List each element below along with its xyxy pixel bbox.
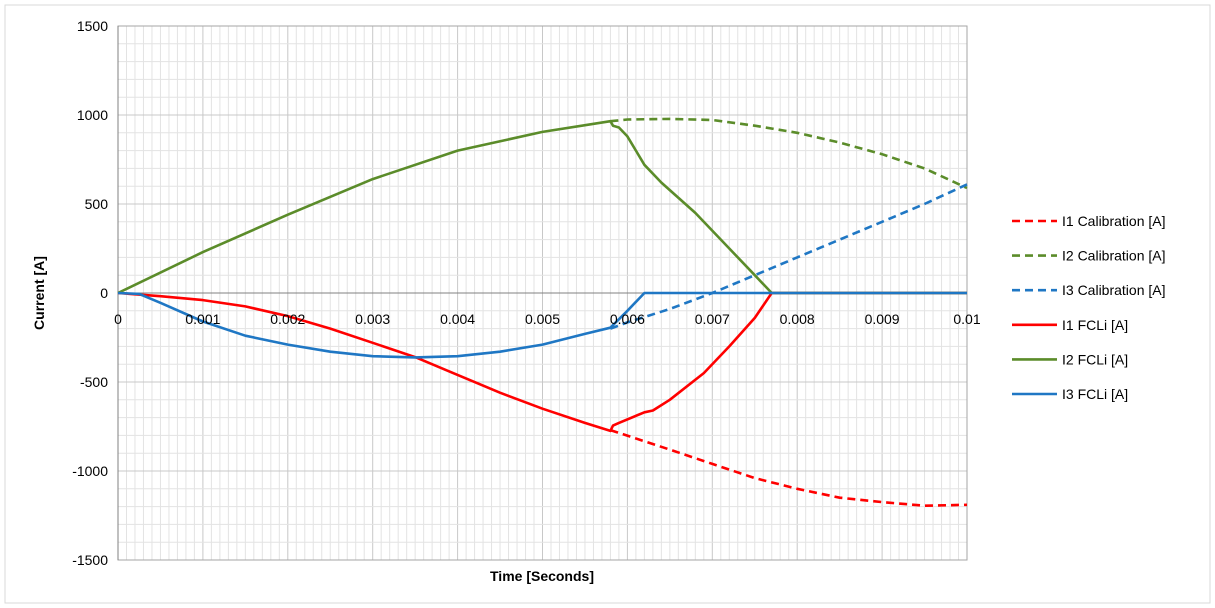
legend-label: I3 FCLi [A] — [1062, 386, 1128, 402]
x-tick-label: 0.006 — [610, 311, 645, 327]
series-line-5 — [117, 119, 967, 295]
y-tick-label: 500 — [85, 196, 109, 212]
series-layer — [117, 117, 968, 507]
x-tick-label: 0 — [114, 311, 122, 327]
legend-label: I3 Calibration [A] — [1062, 282, 1166, 298]
tick-labels: -1500 -1000 -500 0 500 1000 1500 0 0.001 0.002 0.0… — [72, 18, 981, 568]
series-line-4 — [117, 291, 967, 433]
y-tick-label: 0 — [100, 285, 108, 301]
x-tick-label: 0.001 — [185, 311, 220, 327]
x-tick-label: 0.007 — [695, 311, 730, 327]
x-tick-label: 0.008 — [780, 311, 815, 327]
legend-label: I2 FCLi [A] — [1062, 351, 1128, 367]
x-tick-label: 0.003 — [355, 311, 390, 327]
x-tick-label: 0.002 — [270, 311, 305, 327]
chart-border — [4, 4, 1211, 604]
x-tick-label: 0.005 — [525, 311, 560, 327]
y-axis-title: Current [A] — [31, 256, 47, 330]
x-tick-label: 0.004 — [440, 311, 475, 327]
legend: I1 Calibration [A] I2 Calibration [A] I3 C… — [1012, 213, 1166, 402]
y-tick-label: -1500 — [72, 552, 108, 568]
y-tick-label: 1000 — [77, 107, 108, 123]
x-axis-title: Time [Seconds] — [490, 568, 594, 584]
y-tick-label: -1000 — [72, 463, 108, 479]
y-tick-label: -500 — [80, 374, 108, 390]
x-tick-label: 0.01 — [953, 311, 980, 327]
series-line-6 — [117, 291, 967, 359]
legend-label: I1 Calibration [A] — [1062, 213, 1166, 229]
legend-label: I2 Calibration [A] — [1062, 248, 1166, 264]
legend-label: I1 FCLi [A] — [1062, 317, 1128, 333]
y-tick-label: 1500 — [77, 18, 108, 34]
series-line-1 — [609, 428, 968, 507]
x-tick-label: 0.009 — [865, 311, 900, 327]
series-line-3 — [609, 183, 968, 330]
